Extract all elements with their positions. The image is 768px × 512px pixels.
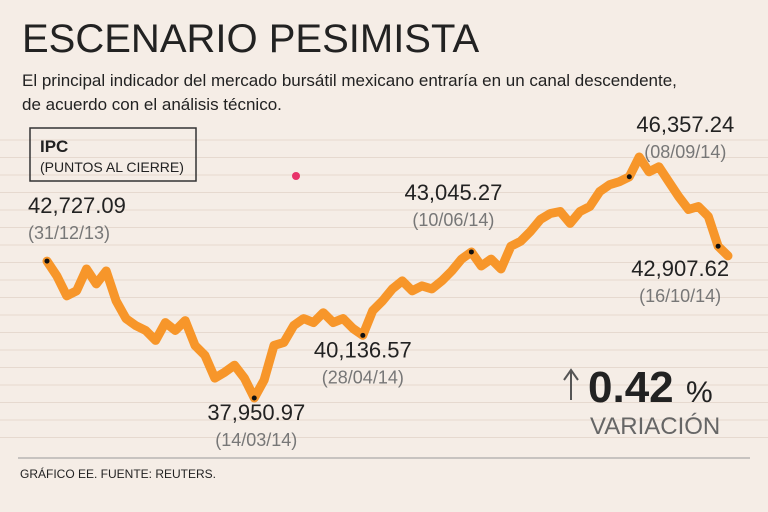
date-label: (08/09/14) — [644, 142, 726, 162]
value-label: 46,357.24 — [636, 112, 734, 137]
point-marker — [251, 395, 257, 401]
point-marker — [44, 258, 50, 264]
point-marker — [715, 243, 721, 249]
point-marker — [626, 174, 632, 180]
plot: 42,727.09 (31/12/13) 37,950.97 (14/03/14) 40… — [28, 112, 734, 450]
date-label: (14/03/14) — [215, 430, 297, 450]
date-label: (10/06/14) — [412, 210, 494, 230]
subtitle: de acuerdo con el análisis técnico. — [22, 95, 282, 114]
date-label: (31/12/13) — [28, 223, 110, 243]
arrow-up-head — [563, 368, 579, 381]
value-label: 43,045.27 — [404, 180, 502, 205]
line — [42, 152, 733, 403]
variation-unit: % — [686, 376, 713, 409]
point-marker — [360, 332, 366, 338]
value-label: 37,950.97 — [207, 400, 305, 425]
variation-value: 0.42 — [588, 363, 674, 412]
legend-subtitle: (PUNTOS AL CIERRE) — [40, 159, 184, 175]
value-label: 42,727.09 — [28, 193, 126, 218]
value-label: 42,907.62 — [631, 256, 729, 281]
chart-title: ESCENARIO PESIMISTA — [22, 17, 479, 61]
legend-box — [29, 127, 197, 182]
subtitle: El principal indicador del mercado bursá… — [22, 71, 677, 90]
variation-label: VARIACIÓN — [590, 413, 720, 440]
decor-dot — [292, 172, 300, 180]
legend-title: IPC — [40, 137, 68, 156]
date-label: (16/10/14) — [639, 286, 721, 306]
date-label: (28/04/14) — [322, 367, 404, 387]
value-label: 40,136.57 — [314, 337, 412, 362]
point-marker — [468, 249, 474, 255]
source: GRÁFICO EE. FUENTE: REUTERS. — [20, 466, 216, 481]
